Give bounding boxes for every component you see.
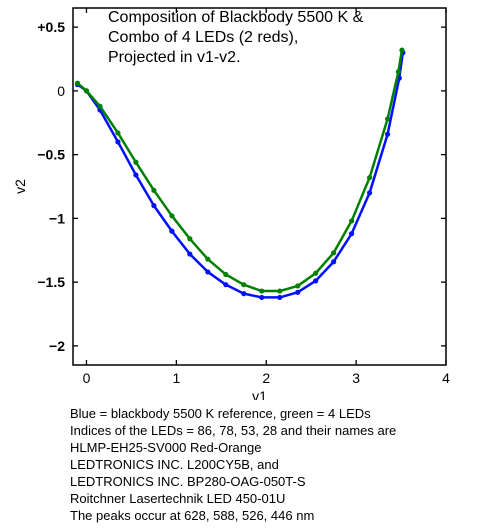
svg-text:v2: v2: [12, 179, 28, 194]
title-line-1: Composition of Blackbody 5500 K &: [108, 9, 363, 26]
caption-line-1: Blue = blackbody 5500 K reference, green…: [70, 406, 371, 421]
svg-text:1: 1: [172, 370, 180, 386]
svg-text:4: 4: [442, 370, 450, 386]
caption-line-6: Roitchner Lasertechnik LED 450-01U: [70, 491, 285, 506]
svg-text:−1.5: −1.5: [37, 274, 65, 290]
title-line-3: Projected in v1-v2.: [108, 49, 241, 66]
svg-text:−1: −1: [49, 210, 65, 226]
caption-line-7: The peaks occur at 628, 588, 526, 446 nm: [70, 508, 314, 523]
svg-text:3: 3: [352, 370, 360, 386]
caption-line-3: HLMP-EH25-SV000 Red-Orange: [70, 440, 261, 455]
caption: Blue = blackbody 5500 K reference, green…: [70, 405, 396, 524]
svg-text:0: 0: [57, 83, 65, 99]
title-line-2: Combo of 4 LEDs (2 reds),: [108, 29, 298, 46]
caption-line-2: Indices of the LEDs = 86, 78, 53, 28 and…: [70, 423, 396, 438]
chart-title: Composition of Blackbody 5500 K & Combo …: [108, 8, 363, 68]
caption-line-4: LEDTRONICS INC. L200CY5B, and: [70, 457, 279, 472]
svg-text:+0.5: +0.5: [37, 19, 65, 35]
svg-text:−2: −2: [49, 338, 65, 354]
svg-text:0: 0: [83, 370, 91, 386]
svg-text:2: 2: [262, 370, 270, 386]
caption-line-5: LEDTRONICS INC. BP280-OAG-050T-S: [70, 474, 306, 489]
svg-text:−0.5: −0.5: [37, 147, 65, 163]
svg-text:v1: v1: [252, 388, 267, 400]
